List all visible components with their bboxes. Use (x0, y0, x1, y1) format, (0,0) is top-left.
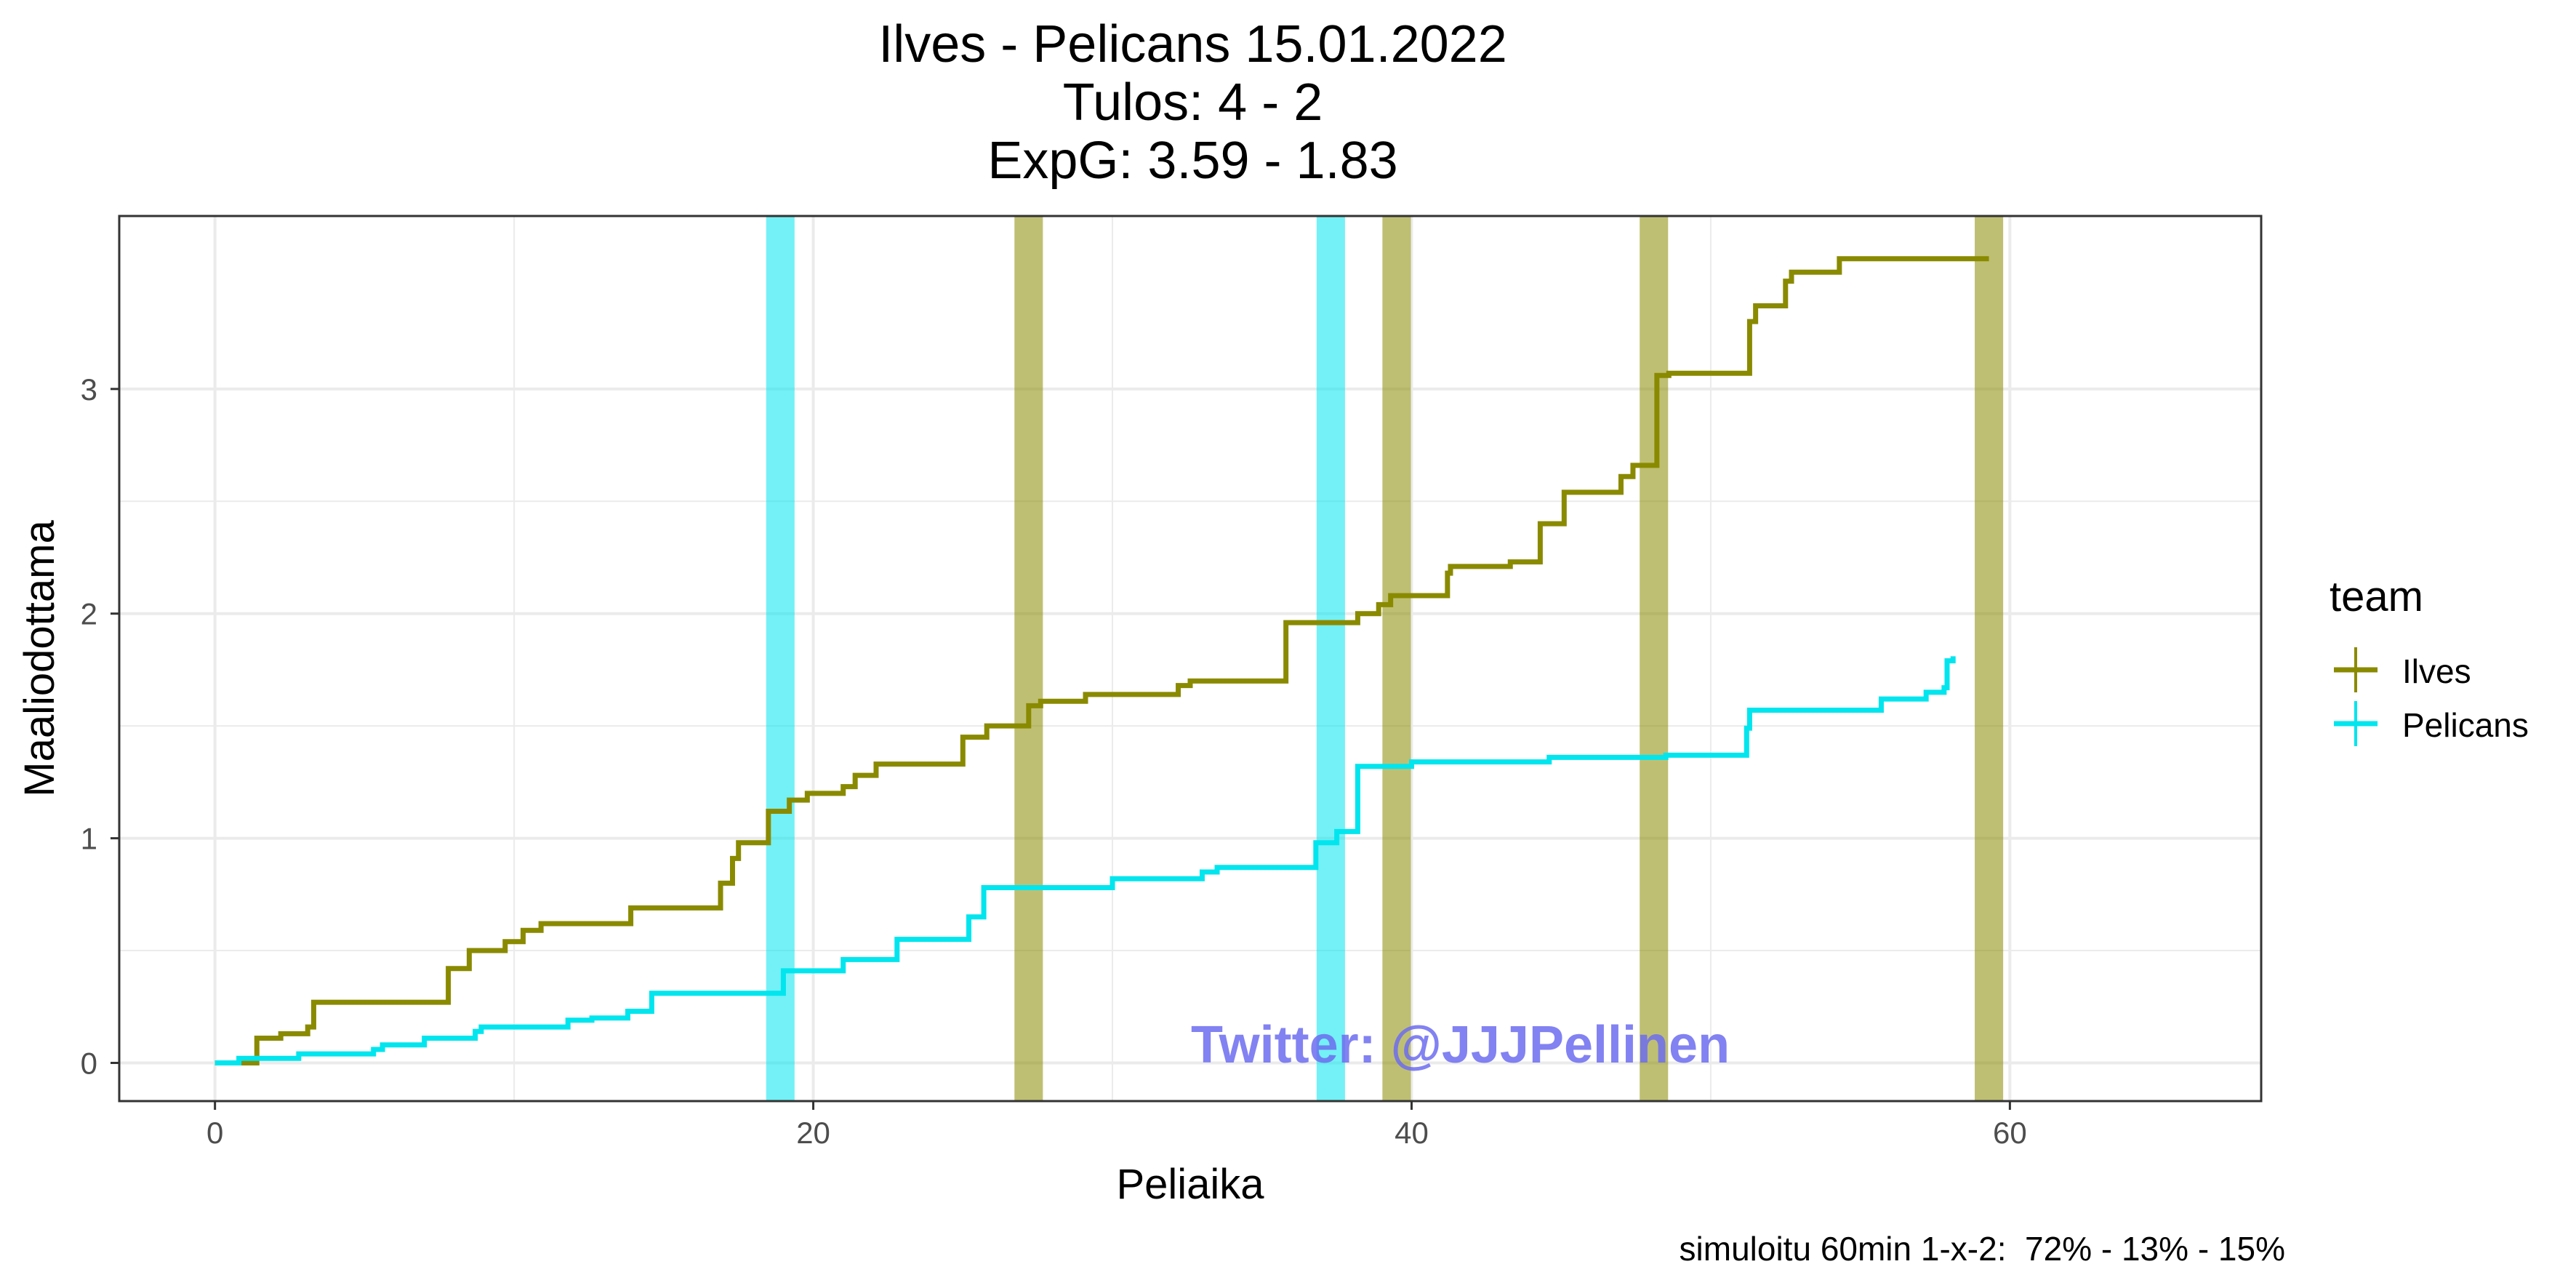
goal-band-ilves (1975, 216, 2004, 1101)
goal-band-ilves (1640, 216, 1669, 1101)
legend-key-ilves (2334, 647, 2378, 692)
x-tick-label: 40 (1395, 1116, 1429, 1150)
y-tick-label: 1 (81, 822, 97, 856)
x-axis-title: Peliaika (1116, 1161, 1264, 1208)
goal-band-pelicans (766, 216, 795, 1101)
legend-title: team (2330, 573, 2423, 620)
plot-panel (119, 216, 2261, 1101)
chart-title-line-3: ExpG: 3.59 - 1.83 (987, 132, 1398, 190)
x-tick-label: 20 (796, 1116, 830, 1150)
watermark-text: Twitter: @JJJPellinen (1191, 1016, 1730, 1074)
goal-band-ilves (1014, 216, 1043, 1101)
x-tick-label: 0 (206, 1116, 223, 1150)
goal-band-ilves (1382, 216, 1411, 1101)
legend-key-pelicans (2334, 701, 2378, 746)
y-tick-label: 3 (81, 372, 97, 407)
plot-border (118, 215, 2263, 1103)
chart-title-line-2: Tulos: 4 - 2 (1062, 73, 1323, 132)
chart-title-line-1: Ilves - Pelicans 15.01.2022 (878, 15, 1507, 73)
series-line-pelicans (214, 656, 1956, 1065)
y-tick-label: 2 (81, 597, 97, 631)
legend-item-pelicans: Pelicans (2330, 697, 2569, 751)
series-line-ilves (214, 256, 1989, 1065)
y-tick-label: 0 (81, 1046, 97, 1080)
legend-item-ilves: Ilves (2330, 643, 2569, 697)
simulation-caption: simuloitu 60min 1-x-2: 72% - 13% - 15% (1679, 1230, 2285, 1268)
legend-label-ilves: Ilves (2402, 652, 2471, 690)
y-axis-title: Maaliodottama (16, 520, 63, 797)
x-tick-label: 60 (1993, 1116, 2027, 1150)
legend-label-pelicans: Pelicans (2402, 706, 2529, 744)
goal-band-pelicans (1316, 216, 1345, 1101)
